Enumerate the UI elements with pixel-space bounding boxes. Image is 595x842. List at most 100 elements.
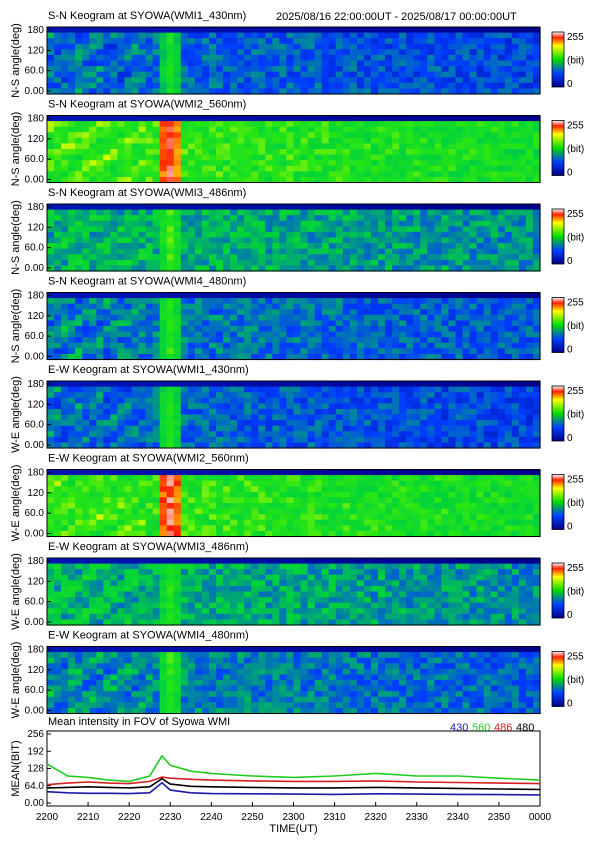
keogram-cell <box>230 248 238 255</box>
keogram-cell <box>131 442 140 449</box>
keogram-cell <box>469 115 478 122</box>
keogram-cell <box>223 326 231 333</box>
keogram-cell <box>349 414 358 421</box>
keogram-cell <box>349 220 358 227</box>
keogram-cell <box>413 414 421 421</box>
keogram-cell <box>265 38 273 45</box>
keogram-cell <box>159 392 168 399</box>
keogram-cell <box>208 298 217 305</box>
keogram-cell <box>378 77 386 84</box>
keogram-cell <box>237 209 245 216</box>
keogram-cell <box>469 392 478 399</box>
keogram-cell <box>476 386 485 393</box>
keogram-cell <box>434 60 442 67</box>
keogram-cell <box>335 215 344 222</box>
keogram-cell <box>293 66 302 73</box>
keogram-cell <box>490 326 499 333</box>
keogram-cell <box>314 60 323 67</box>
keogram-cell <box>110 431 119 438</box>
keogram-cell <box>75 420 83 427</box>
keogram-cell <box>138 237 147 244</box>
keogram-cell <box>103 254 111 261</box>
keogram-cell <box>265 220 273 227</box>
colorbar-min-label: 0 <box>567 168 573 179</box>
keogram-cell <box>335 226 344 233</box>
keogram-cell <box>173 298 182 305</box>
keogram-cell <box>145 420 154 427</box>
keogram-cell <box>328 309 337 316</box>
keogram-cell <box>75 525 83 532</box>
keogram-cell <box>251 115 259 122</box>
keogram-cell <box>518 115 527 122</box>
keogram-cell <box>321 469 330 476</box>
keogram-cell <box>166 337 175 344</box>
keogram-cell <box>462 392 471 399</box>
keogram-cell <box>208 27 217 34</box>
keogram-cell <box>342 386 351 393</box>
keogram-cell <box>279 503 288 510</box>
keogram-cell <box>145 215 154 222</box>
keogram-cell <box>370 348 379 355</box>
keogram-cell <box>173 115 182 122</box>
keogram-cell <box>103 381 111 388</box>
keogram-cell <box>96 442 104 449</box>
keogram-cell <box>293 43 302 50</box>
keogram-cell <box>349 115 358 122</box>
keogram-cell <box>279 436 288 444</box>
keogram-cell <box>180 38 189 45</box>
keogram-cell <box>300 204 309 211</box>
keogram-cell <box>103 220 111 227</box>
keogram-cell <box>370 381 379 388</box>
keogram-cell <box>117 403 126 410</box>
keogram-cell <box>356 265 365 272</box>
keogram-cell <box>54 66 62 73</box>
keogram-cell <box>47 248 55 255</box>
keogram-cell <box>152 121 161 128</box>
keogram-cell <box>61 337 69 344</box>
keogram-cell <box>518 259 527 267</box>
keogram-cell <box>370 469 379 476</box>
keogram-cell <box>441 165 450 172</box>
keogram-panels: S-N Keogram at SYOWA(WMI1_430nm)18012060… <box>10 10 584 718</box>
keogram-cell <box>293 519 302 526</box>
keogram-cell <box>328 436 337 444</box>
keogram-cell <box>427 331 435 338</box>
keogram-cell <box>455 88 464 95</box>
keogram-cell <box>385 314 393 322</box>
keogram-cell <box>518 320 527 327</box>
keogram-cell <box>96 231 104 239</box>
keogram-cell <box>385 54 393 62</box>
keogram-cell <box>54 442 62 449</box>
keogram-cell <box>370 475 379 482</box>
keogram-cell <box>103 309 111 316</box>
keogram-cell <box>490 126 499 133</box>
keogram-cell <box>469 342 478 349</box>
keogram-cell <box>406 292 414 299</box>
keogram-cell <box>251 209 259 216</box>
keogram-cell <box>399 331 407 338</box>
keogram-cell <box>342 137 351 145</box>
keogram-cell <box>300 77 309 84</box>
keogram-cell <box>462 176 471 184</box>
keogram-cell <box>173 326 182 333</box>
keogram-cell <box>237 303 245 310</box>
keogram-cell <box>286 431 295 438</box>
keogram-cell <box>131 431 140 438</box>
keogram-cell <box>166 503 175 510</box>
keogram-cell <box>455 508 464 515</box>
keogram-cell <box>103 519 111 526</box>
keogram-cell <box>300 115 309 122</box>
keogram-cell <box>300 442 309 449</box>
keogram-cell <box>110 486 119 493</box>
keogram-cell <box>497 303 506 310</box>
keogram-cell <box>173 209 182 216</box>
keogram-cell <box>406 403 414 410</box>
keogram-cell <box>497 326 506 333</box>
keogram-cell <box>265 525 273 532</box>
keogram-cell <box>82 392 90 399</box>
keogram-cell <box>82 49 90 56</box>
keogram-cell <box>110 38 119 45</box>
keogram-cell <box>223 176 231 184</box>
keogram-cell <box>75 480 83 487</box>
keogram-cell <box>54 171 62 178</box>
